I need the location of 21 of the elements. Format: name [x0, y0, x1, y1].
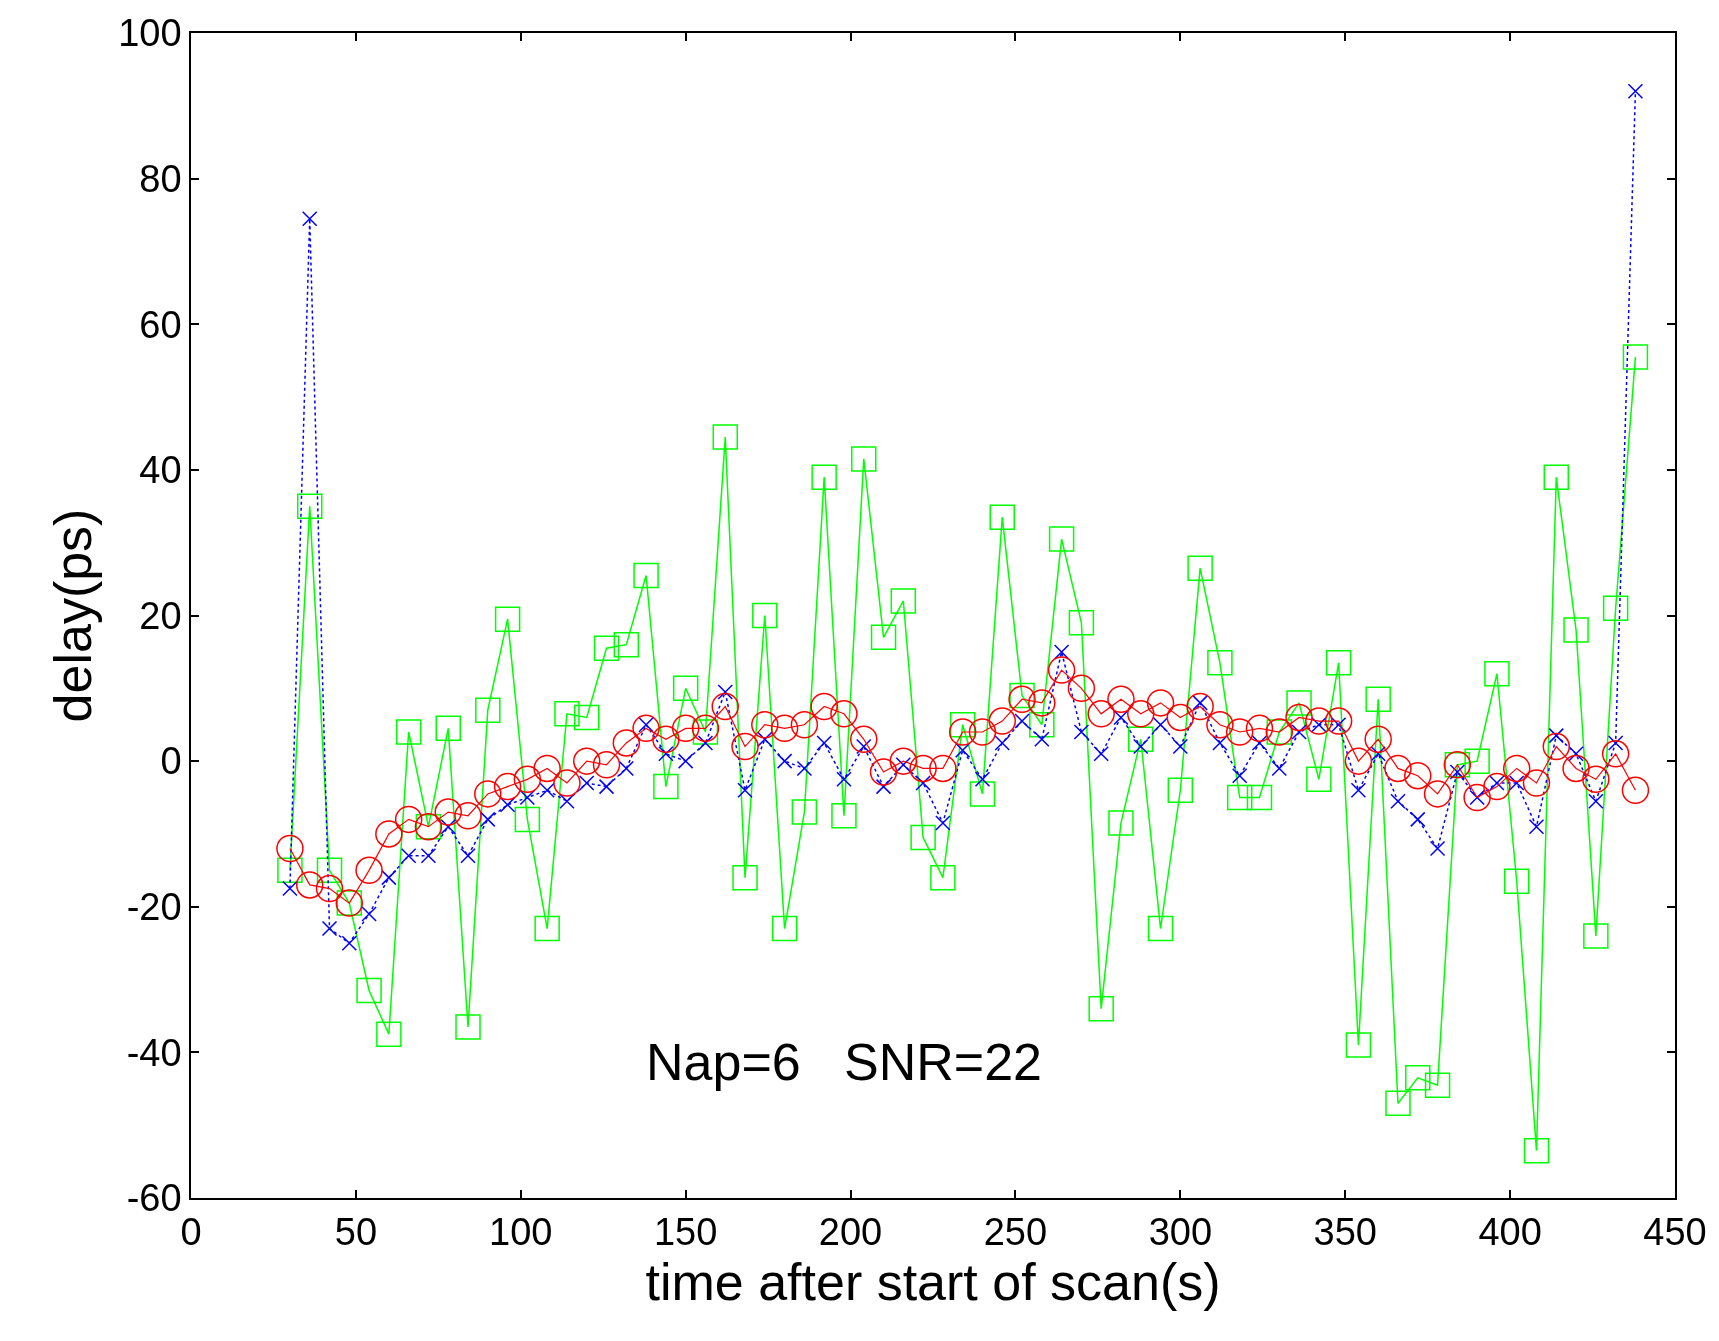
y-tick-label: 0: [160, 740, 182, 783]
y-tick-label: 80: [139, 157, 182, 200]
x-axis-title: time after start of scan(s): [645, 1253, 1221, 1312]
x-tick-label: 150: [653, 1211, 718, 1254]
x-tick-label: 400: [1478, 1211, 1542, 1254]
x-tick-label: 250: [983, 1211, 1048, 1254]
y-tick-label: 100: [118, 12, 182, 55]
x-tick-label: 100: [489, 1211, 553, 1254]
y-tick-label: 40: [139, 449, 182, 492]
x-tick-label: 450: [1643, 1211, 1707, 1254]
y-tick-label: 60: [139, 303, 182, 346]
y-tick-label: -20: [126, 886, 182, 929]
x-tick-label: 350: [1313, 1211, 1377, 1254]
y-tick-label: 20: [139, 594, 182, 637]
annotation: Nap=6 SNR=22: [646, 1033, 1043, 1091]
x-tick-label: 50: [334, 1211, 378, 1254]
y-axis-title: delay(ps): [44, 508, 103, 723]
y-tick-label: -60: [126, 1177, 182, 1220]
x-tick-label: 200: [818, 1211, 883, 1254]
y-tick-label: -40: [126, 1031, 182, 1074]
x-tick-label: 300: [1148, 1211, 1213, 1254]
